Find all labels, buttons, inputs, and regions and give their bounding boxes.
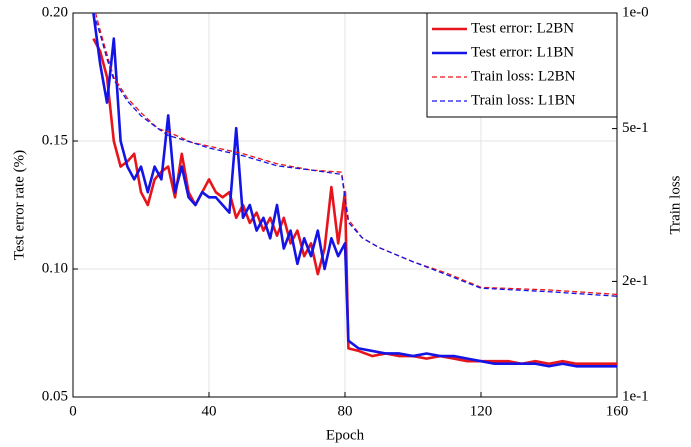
legend-label: Train loss: L1BN (471, 92, 576, 108)
x-tick-label: 160 (606, 403, 629, 419)
y-tick-label: 0.15 (42, 132, 68, 148)
y-tick-label: 0.20 (42, 4, 68, 20)
legend: Test error: L2BN Test error: L1BN Train lo… (426, 12, 618, 118)
legend-box (426, 12, 618, 118)
y-tick-label: 0.05 (42, 388, 68, 404)
plot-frame (72, 12, 618, 398)
x-axis-label: Epoch (326, 427, 365, 443)
x-tick-label: 0 (69, 403, 77, 419)
y2-axis-label: Train loss (667, 175, 683, 234)
x-tick-label: 40 (202, 403, 217, 419)
line (92, 13, 617, 368)
y2-tick-label: 5e-1 (622, 120, 649, 136)
y2-tick-label: 1e-0 (622, 4, 649, 20)
legend-label: Test error: L2BN (471, 20, 574, 36)
y2-tick-label: 1e-1 (622, 388, 649, 404)
dashed-line (92, 13, 617, 297)
x-tick-label: 120 (470, 403, 493, 419)
y-tick-label: 0.10 (42, 260, 68, 276)
dashed-line (94, 13, 617, 296)
plot-area (92, 13, 617, 368)
legend-label: Test error: L1BN (471, 44, 574, 60)
x-tick-label: 80 (338, 403, 353, 419)
y2-tick-label: 2e-1 (622, 273, 649, 289)
y-axis-label: Test error rate (%) (11, 150, 27, 260)
legend-label: Train loss: L2BN (471, 68, 576, 84)
